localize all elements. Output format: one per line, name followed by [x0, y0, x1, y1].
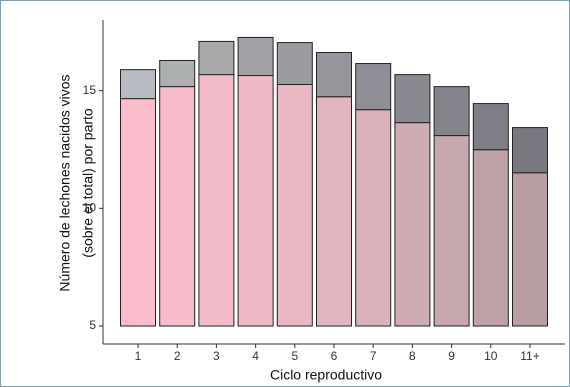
x-tick-label: 6	[331, 349, 338, 363]
x-tick-label: 11+	[520, 349, 539, 363]
bar-segment	[159, 59, 196, 88]
bar-segment	[276, 83, 313, 327]
bar-segment	[355, 63, 392, 111]
bar-segment	[198, 40, 235, 76]
bar-segment	[316, 96, 352, 327]
bar-segment	[472, 103, 509, 151]
bar-segment	[276, 42, 313, 85]
x-tick-label: 4	[252, 349, 259, 363]
x-tick-label: 5	[291, 349, 298, 363]
x-axis-title: Ciclo reproductivo	[270, 367, 382, 383]
bar-segment	[433, 135, 470, 327]
y-axis-title: (sobre el total) por parto	[80, 108, 96, 258]
x-tick-label: 8	[409, 349, 416, 363]
bar-segment	[433, 86, 470, 137]
bar-segment	[472, 149, 509, 327]
x-tick-label: 10	[484, 349, 498, 363]
bar-segment	[120, 69, 156, 100]
bar-segment	[316, 51, 352, 98]
bar-segment	[394, 122, 431, 327]
y-tick-label: 10	[83, 200, 97, 214]
y-tick-label: 5	[89, 318, 96, 332]
bar-segment	[159, 86, 196, 327]
x-tick-label: 2	[174, 349, 181, 363]
y-axis-title: Número de lechones nacidos vivos	[57, 74, 73, 291]
bar-segment	[394, 74, 431, 124]
bar-segment	[198, 74, 235, 327]
bar-segment	[120, 98, 156, 327]
bar-segment	[512, 172, 548, 327]
bar-segment	[237, 36, 274, 77]
x-tick-label: 1	[135, 349, 142, 363]
bar-segment	[237, 75, 274, 327]
bar-segment	[355, 109, 392, 327]
x-tick-label: 3	[213, 349, 220, 363]
bar-segment	[512, 127, 548, 174]
x-tick-label: 7	[370, 349, 377, 363]
y-tick-label: 15	[83, 83, 97, 97]
x-tick-label: 9	[448, 349, 455, 363]
